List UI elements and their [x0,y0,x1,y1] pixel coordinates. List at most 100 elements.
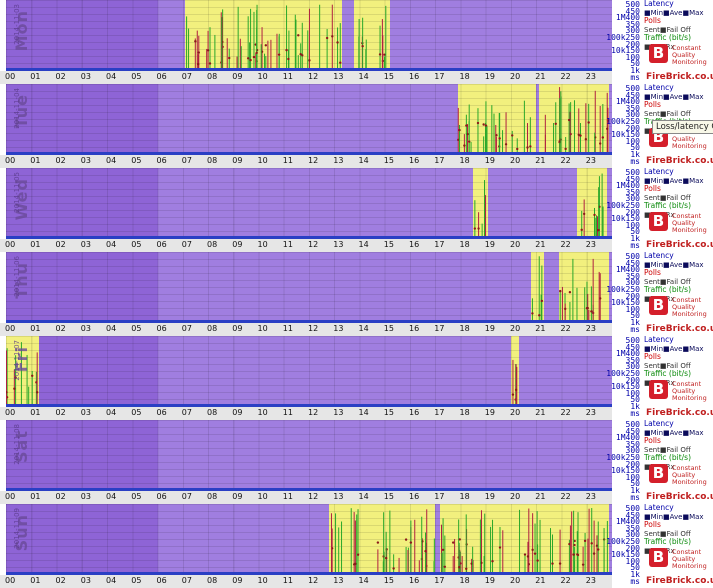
loss-dot [564,147,567,151]
loss-dot [531,548,534,552]
y-tick: ms [630,492,640,502]
tooltip: Loss/latency Gr [652,120,713,134]
plot-area[interactable]: Sun 2014-11-09 [6,504,612,575]
loss-dot [533,552,537,555]
loss-dot [35,391,39,394]
y-tick: 1M400 [615,349,640,359]
brand-link[interactable]: FireBrick.co.uk [646,324,713,334]
loss-dot [197,51,200,54]
hour-tick: 21 [535,576,546,585]
loss-dot [586,306,589,310]
y-tick: 100 [625,304,640,314]
date-label: 2014-11-06 [13,256,21,297]
hour-tick: 14 [358,492,369,501]
loss-dot [587,121,590,124]
brand-link[interactable]: FireBrick.co.uk [646,408,713,418]
loss-dot [197,62,200,66]
loss-dot [568,291,572,294]
hour-tick: 07 [181,408,192,417]
loss-dot [572,553,575,556]
latency-spikes [6,342,518,404]
legend-traffic: Traffic (bit/s) [644,453,691,462]
hour-tick: 22 [560,156,571,165]
hour-tick: 18 [459,324,470,333]
hour-tick: 18 [459,576,470,585]
loss-dot [299,53,302,56]
plot-area[interactable]: Wed 2014-11-05 [6,168,612,239]
hour-tick: 21 [535,408,546,417]
y-tick: 10k150 [611,46,640,56]
brand-link[interactable]: FireBrick.co.uk [646,156,713,166]
hour-tick: 16 [409,408,420,417]
plot-area[interactable]: Fri 2014-11-07 [6,336,612,407]
hour-tick: 14 [358,240,369,249]
y-tick: 450 [625,6,640,16]
loss-dot [392,567,395,570]
loss-dot [567,118,571,122]
hour-tick: 20 [510,408,521,417]
loss-dot [424,550,427,553]
hour-tick: 09 [232,576,243,585]
hour-tick: 23 [585,576,596,585]
legend-polls-keys: Sent■Fail Off [644,277,691,286]
y-tick: 1M400 [615,265,640,275]
hour-tick: 11 [282,156,293,165]
hour-tick: 20 [510,72,521,81]
hour-tick: 05 [131,408,142,417]
hour-tick: 15 [383,156,394,165]
loss-dot [451,541,455,544]
hour-tick: 20 [510,324,521,333]
plot-area[interactable]: Tue 2014-11-04 [6,84,612,155]
hour-tick: 16 [409,72,420,81]
hour-tick: 16 [409,324,420,333]
brand-link[interactable]: FireBrick.co.uk [646,72,713,82]
legend-latency: Latency [644,0,674,8]
y-tick: 10k150 [611,382,640,392]
loss-dot [356,553,360,556]
loss-dot [523,553,527,556]
y-tick: 50 [630,143,640,153]
legend-latency-keys: ■Min■Ave■Max [644,428,704,437]
brand-link[interactable]: FireBrick.co.uk [646,240,713,250]
hour-tick: 05 [131,324,142,333]
hour-tick: 22 [560,324,571,333]
y-tick: 500 [625,168,640,177]
y-tick: 50 [630,395,640,405]
loss-dot [376,541,380,544]
hour-tick: 13 [333,324,344,333]
brand-link[interactable]: FireBrick.co.uk [646,576,713,586]
loss-dot [577,133,580,136]
hour-tick: 09 [232,240,243,249]
hour-tick: 02 [55,492,66,501]
hour-tick: 11 [282,324,293,333]
plot-area[interactable]: Mon 2014-11-03 [6,0,612,71]
hour-tick: 20 [510,240,521,249]
plot-area[interactable]: Thu 2014-11-06 [6,252,612,323]
hour-axis: 00 01 02 03 04 05 06 07 08 09 10 11 12 13 14 15 16 17 18 19… [0,323,612,336]
latency-spikes [531,256,602,320]
night-shade [6,84,158,155]
hour-tick: 15 [383,408,394,417]
y-tick: 350 [625,19,640,29]
hour-tick: 17 [434,324,445,333]
active-band [457,84,537,153]
loss-dot [443,565,447,568]
hour-tick: 19 [484,240,495,249]
hour-tick: 03 [80,576,91,585]
hour-axis: 00 01 02 03 04 05 06 07 08 09 10 11 12 13 14 15 16 17 18 19… [0,407,612,420]
brand-link[interactable]: FireBrick.co.uk [646,492,713,502]
y-tick: 100k250 [606,285,640,294]
y-tick: 100k250 [606,117,640,126]
y-tick: 200 [625,543,640,553]
loss-dot [194,40,197,43]
loss-dot [482,123,485,126]
loss-dot [495,134,498,137]
plot-area[interactable]: Sat 2014-11-08 [6,420,612,491]
legend-latency: Latency [644,251,674,260]
hour-tick: 06 [156,156,167,165]
poll-baseline [6,404,612,407]
y-tick: 300 [625,26,640,36]
y-tick: 300 [625,362,640,372]
hour-tick: 18 [459,72,470,81]
hour-tick: 03 [80,72,91,81]
